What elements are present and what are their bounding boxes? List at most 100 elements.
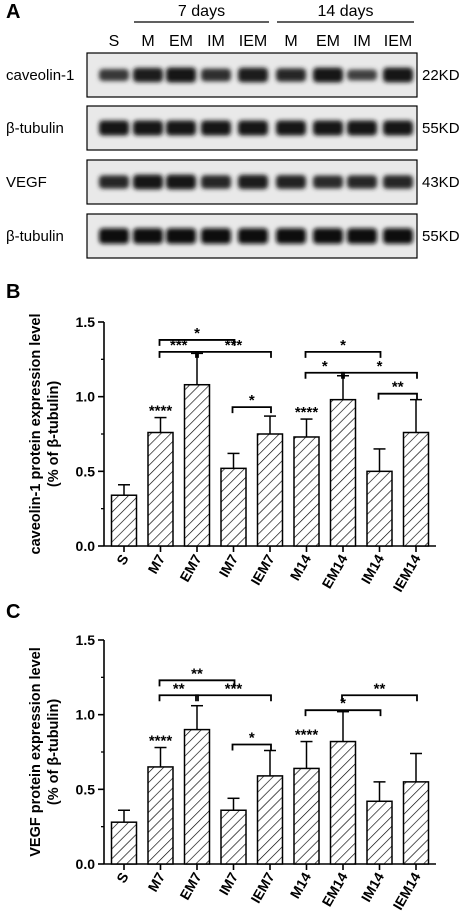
bar [220,467,247,547]
bracket-label: *** [225,680,243,697]
blot-kd-label: 43KD [422,174,460,191]
blot-protein-label: caveolin-1 [6,67,74,84]
panel-a-label: A [6,1,20,23]
blot-band [99,175,129,189]
bracket-label: * [194,325,200,342]
blot-strips: caveolin-1 22KD β-tubulin 55KD VEGF 43KD β-tub… [6,52,460,259]
blot-protein-label: β-tubulin [6,228,64,245]
lane-label: IM [353,33,371,50]
blot-band [347,120,377,136]
lane-label: IM [207,33,225,50]
bar [147,431,174,547]
x-tick-label: EM14 [318,869,350,909]
blot-strip: β-tubulin 55KD [6,105,460,151]
blot-band [238,120,268,136]
bracket-label: ** [374,680,386,697]
blot-band [201,175,231,189]
bar [183,728,211,865]
significance-bracket [195,694,272,702]
blot-band [276,228,306,244]
y-tick-label: 1.5 [76,632,96,648]
x-tick-label: IM14 [358,551,388,586]
bracket-label: * [340,695,346,712]
bar [220,809,247,865]
x-tick-label: IEM14 [390,551,424,594]
x-tick-label: IEM7 [247,551,277,587]
blot-band [313,175,343,189]
bar [293,436,320,547]
bar [402,431,430,547]
blot-band [133,174,163,190]
lane-label: S [109,33,120,50]
significance-stars: **** [295,727,319,744]
bar [110,821,138,865]
blot-band [133,67,163,83]
panel-label: B [6,281,20,303]
y-tick-label: 0.5 [76,463,96,479]
blot-band [276,120,306,136]
significance-stars: **** [149,733,173,750]
blot-band [347,228,377,244]
blot-band [347,69,377,81]
blot-kd-label: 55KD [422,228,460,245]
bracket-label: * [249,730,255,747]
blot-band [238,174,268,190]
blot-band [313,228,343,244]
blot-band [313,67,343,83]
x-tick-label: M7 [145,869,169,894]
blot-band [276,175,306,189]
bar [293,767,320,865]
bar [329,740,357,865]
blot-band [133,120,163,136]
y-axis-label-line: VEGF protein expression level [28,647,44,857]
blot-band [99,228,129,244]
lane-label: M [284,33,297,50]
blot-band [383,67,413,83]
y-axis-label: caveolin-1 protein expression level (% of… [28,314,62,555]
blot-band [99,120,129,136]
blot-band [347,175,377,189]
x-tick-label: M14 [287,869,315,901]
significance-bracket [341,694,418,702]
western-blot-panel: A 7 days 14 days S M EM IM IEM M EM IM IEM caveol… [6,1,460,259]
significance-bracket [304,371,345,379]
lane-label: IEM [239,33,267,50]
x-tick-label: IM14 [358,869,388,904]
lane-label: IEM [384,33,412,50]
significance-bracket [377,392,418,400]
blot-strip: VEGF 43KD [6,159,460,205]
bar [110,494,138,547]
y-tick-label: 1.0 [76,389,96,405]
significance-bracket [158,679,236,687]
x-tick-label: IM7 [216,551,242,579]
blot-kd-label: 55KD [422,120,460,137]
bracket-label: *** [225,337,243,354]
blot-kd-label: 22KD [422,67,460,84]
significance-bracket [341,371,418,379]
bracket-label: ** [173,680,185,697]
x-tick-label: EM14 [318,551,350,591]
x-tick-label: M7 [145,551,169,576]
panel-label: C [6,601,20,623]
x-tick-label: EM7 [176,551,204,584]
group-headers: 7 days 14 days [134,3,414,23]
x-tick-label: EM7 [176,869,204,902]
y-tick-label: 1.5 [76,314,96,330]
y-tick-label: 0.5 [76,781,96,797]
bar [366,470,393,547]
bar [366,800,393,865]
blot-band [201,68,231,82]
blot-strip: caveolin-1 22KD [6,52,460,98]
bar [256,433,284,547]
bar [147,766,174,865]
bracket-label: ** [392,379,404,396]
caveolin-bar-chart: B 0.0 0.5 1.0 1.5 caveolin-1 protein expressi… [6,281,436,595]
blot-band [383,228,413,244]
blot-band [276,68,306,82]
vegf-bar-chart: C 0.0 0.5 1.0 1.5 VEGF protein expression lev… [6,601,436,913]
blot-band [166,120,196,136]
significance-bracket [231,743,272,751]
y-axis-label-line: (% of β-tubulin) [46,381,62,487]
x-tick-label: IM7 [216,869,242,897]
y-axis-label: VEGF protein expression level (% of β-tub… [28,647,62,857]
